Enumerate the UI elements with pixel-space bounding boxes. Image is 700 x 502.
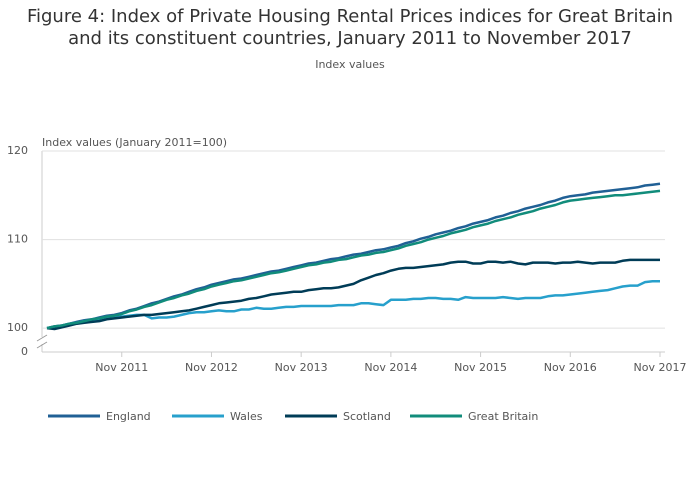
x-tick-label: Nov 2017 bbox=[634, 361, 687, 374]
chart-subtitle: Index values bbox=[315, 58, 385, 71]
x-tick-label: Nov 2016 bbox=[544, 361, 597, 374]
y-tick-label: 100 bbox=[7, 321, 28, 334]
series-line bbox=[46, 279, 660, 330]
y-tick-label: 0 bbox=[21, 345, 28, 358]
legend-label: Scotland bbox=[343, 410, 391, 423]
series-line bbox=[46, 182, 661, 330]
axis-break bbox=[36, 334, 48, 342]
x-tick-label: Nov 2012 bbox=[185, 361, 238, 374]
x-tick-label: Nov 2014 bbox=[364, 361, 417, 374]
x-tick-label: Nov 2011 bbox=[95, 361, 148, 374]
y-tick-label: 110 bbox=[7, 233, 28, 246]
series-line bbox=[46, 258, 660, 331]
axis-break bbox=[36, 341, 48, 349]
legend-label: Great Britain bbox=[468, 410, 538, 423]
legend-label: Wales bbox=[230, 410, 263, 423]
y-tick-label: 120 bbox=[7, 144, 28, 157]
series-line bbox=[46, 189, 661, 330]
chart-title: Figure 4: Index of Private Housing Renta… bbox=[26, 6, 674, 49]
x-tick-label: Nov 2013 bbox=[275, 361, 328, 374]
x-tick-label: Nov 2015 bbox=[454, 361, 507, 374]
legend-label: England bbox=[106, 410, 151, 423]
y-axis-label: Index values (January 2011=100) bbox=[42, 136, 227, 149]
